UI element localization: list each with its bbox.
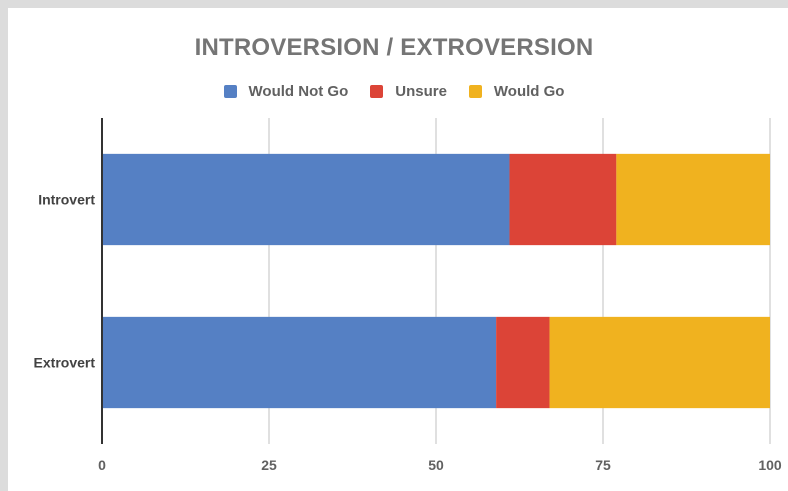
chart-title: INTROVERSION / EXTROVERSION	[194, 34, 594, 61]
category-label-introvert: Introvert	[38, 192, 95, 208]
legend-item-would-not-go[interactable]: Would Not Go	[223, 83, 349, 100]
bar-introvert-would-go[interactable]	[616, 153, 770, 246]
legend-label-unsure: Unsure	[395, 83, 447, 100]
category-labels: Introvert Extrovert	[34, 192, 96, 371]
x-axis-ticks: 0 25 50 75 100	[98, 457, 782, 473]
bar-extrovert-would-not-go[interactable]	[102, 316, 497, 409]
legend-label-would-go: Would Go	[493, 83, 565, 100]
legend-swatch-would-not-go	[223, 85, 237, 98]
x-tick-label-75: 75	[595, 457, 611, 473]
category-label-extrovert: Extrovert	[34, 355, 96, 371]
bar-introvert-unsure[interactable]	[509, 153, 617, 246]
x-tick-label-50: 50	[428, 457, 444, 473]
x-tick-label-100: 100	[758, 457, 782, 473]
chart-background	[8, 8, 788, 491]
bars	[102, 153, 770, 409]
bar-introvert-would-not-go[interactable]	[102, 153, 510, 246]
legend-label-would-not-go: Would Not Go	[248, 83, 349, 100]
bar-extrovert-unsure[interactable]	[496, 316, 550, 409]
legend-item-unsure[interactable]: Unsure	[370, 83, 447, 100]
x-tick-label-25: 25	[261, 457, 277, 473]
bar-extrovert-would-go[interactable]	[549, 316, 770, 409]
x-tick-label-0: 0	[98, 457, 106, 473]
legend-swatch-would-go	[468, 85, 482, 98]
legend-item-would-go[interactable]: Would Go	[468, 83, 565, 100]
legend: Would Not Go Unsure Would Go	[0, 83, 788, 100]
legend-swatch-unsure	[370, 85, 384, 98]
